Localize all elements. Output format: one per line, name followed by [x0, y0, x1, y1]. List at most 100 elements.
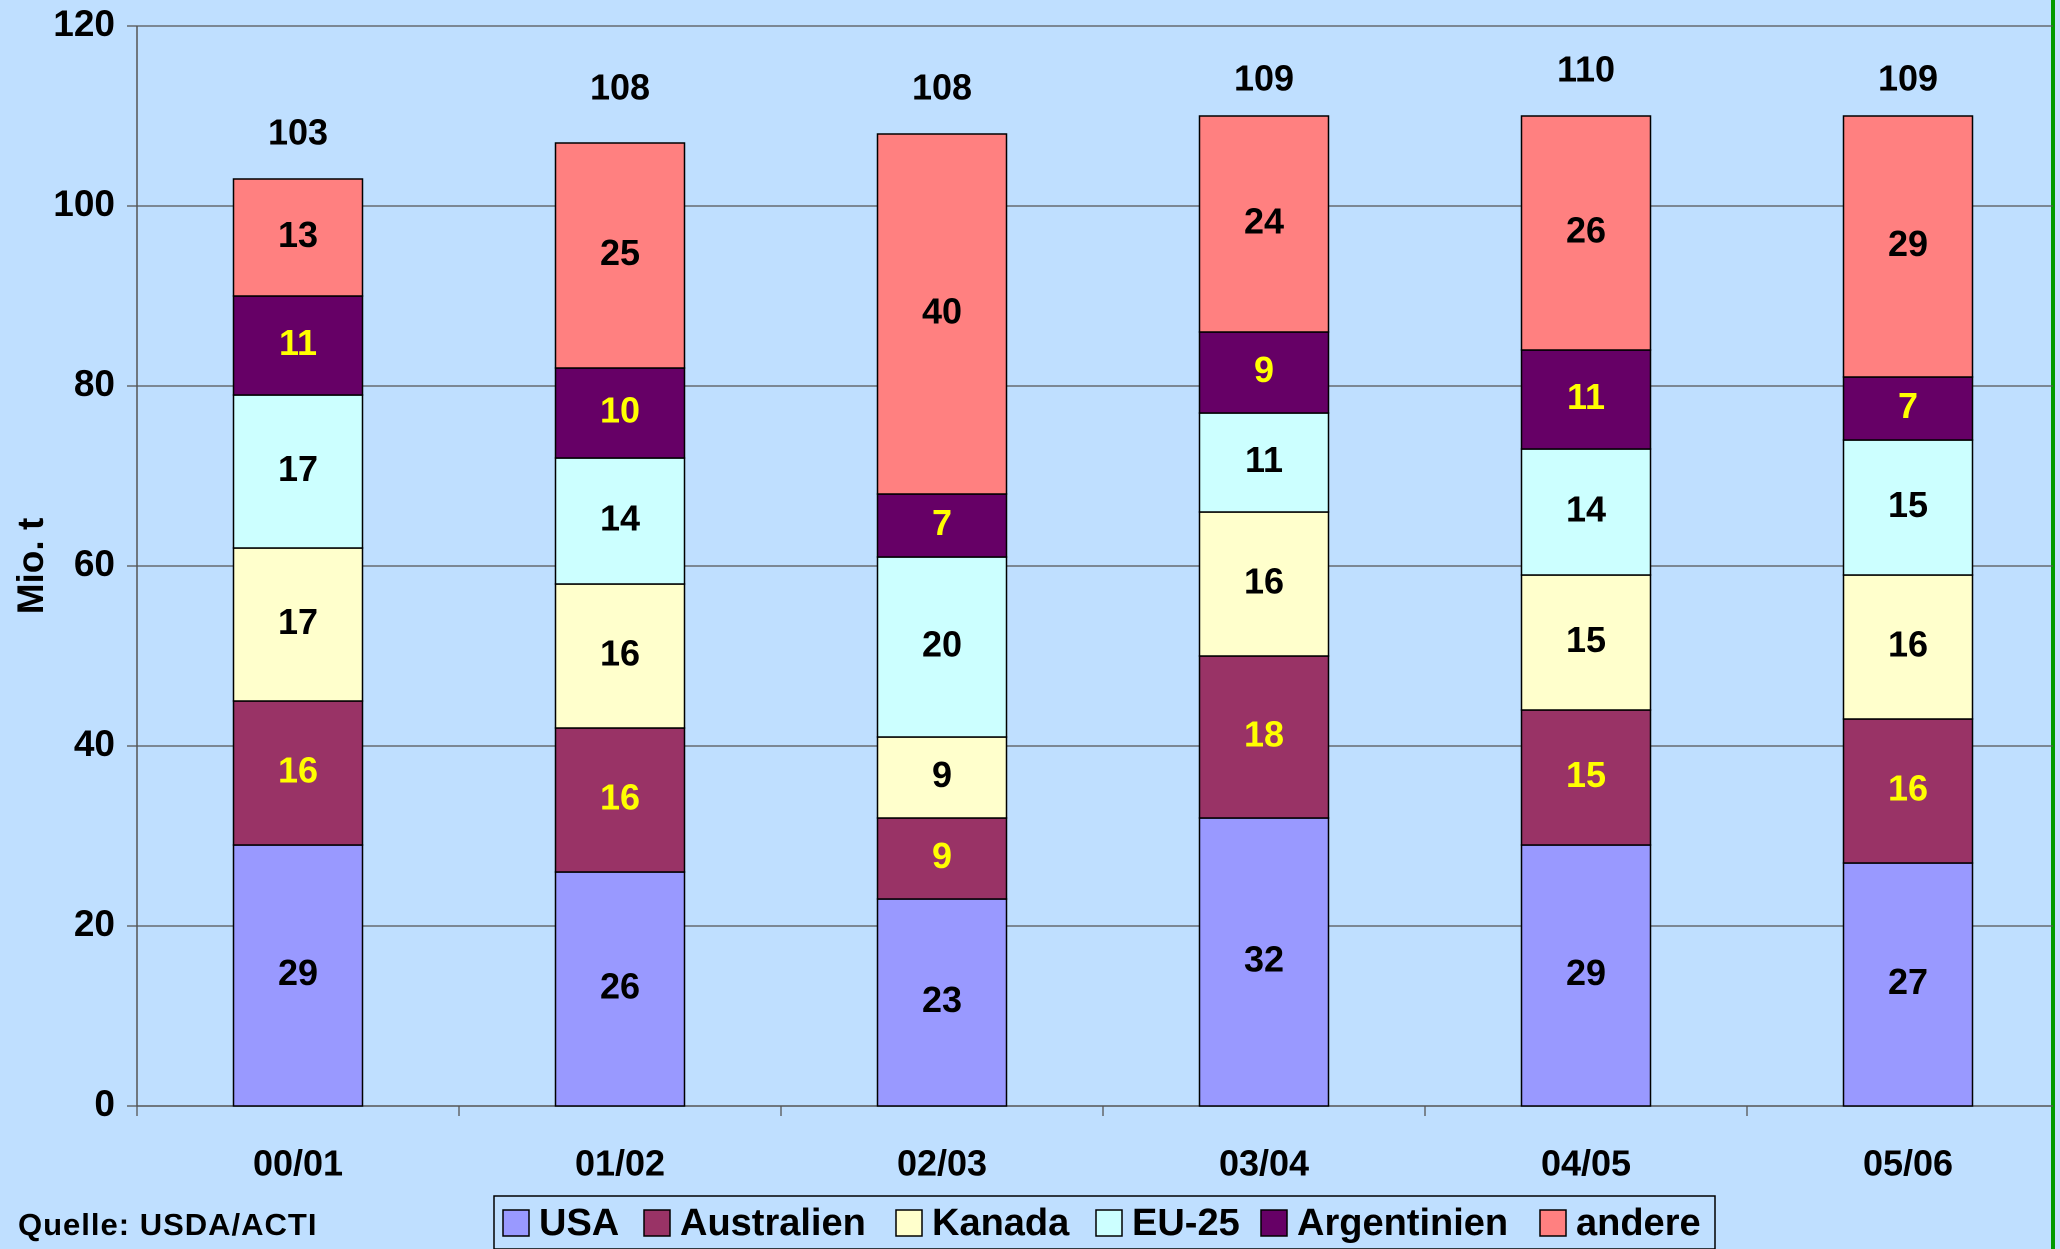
- bar-segment: [876, 133, 1008, 495]
- bar-segment: [232, 394, 364, 549]
- legend-swatch: [643, 1209, 671, 1237]
- total-label: 109: [1878, 58, 1938, 99]
- bar-segment: [1198, 655, 1330, 819]
- data-label: 13: [278, 214, 318, 255]
- bar-segment: [554, 367, 686, 459]
- bar-segment: [554, 457, 686, 585]
- x-tick-label: 05/06: [1863, 1143, 1953, 1184]
- legend-swatch: [1539, 1209, 1567, 1237]
- data-label: 25: [600, 232, 640, 273]
- bar-segment: [876, 736, 1008, 819]
- bar-segment: [1842, 862, 1974, 1107]
- data-label: 29: [1888, 223, 1928, 264]
- data-label: 14: [1566, 489, 1606, 530]
- bar-segment: [232, 178, 364, 297]
- legend-label: Kanada: [932, 1202, 1070, 1244]
- data-label: 14: [600, 498, 640, 539]
- data-label: 9: [1254, 349, 1274, 390]
- bar-segment: [1842, 115, 1974, 378]
- legend-swatch: [502, 1209, 530, 1237]
- bar-segment: [232, 700, 364, 846]
- data-label: 24: [1244, 201, 1284, 242]
- bar-segment: [1198, 331, 1330, 414]
- bar-segment: [1520, 115, 1652, 351]
- x-tick-label: 00/01: [253, 1143, 343, 1184]
- y-tick-label: 40: [74, 723, 115, 764]
- bar-segment: [1842, 376, 1974, 441]
- bar-segment: [554, 142, 686, 369]
- bar-segment: [1842, 718, 1974, 864]
- data-label: 16: [1888, 624, 1928, 665]
- bar-segment: [876, 817, 1008, 900]
- x-tick-label: 03/04: [1219, 1143, 1309, 1184]
- bar-segment: [1198, 412, 1330, 513]
- data-label: 29: [1566, 952, 1606, 993]
- data-label: 18: [1244, 714, 1284, 755]
- data-label: 32: [1244, 939, 1284, 980]
- data-label: 15: [1566, 619, 1606, 660]
- data-label: 26: [600, 966, 640, 1007]
- bar-segment: [1520, 574, 1652, 711]
- total-label: 108: [912, 67, 972, 108]
- data-label: 16: [600, 633, 640, 674]
- data-label: 16: [600, 777, 640, 818]
- y-tick-label: 100: [53, 183, 115, 224]
- bar-segment: [1520, 349, 1652, 450]
- bar-segment: [554, 871, 686, 1107]
- legend-swatch: [1095, 1209, 1123, 1237]
- x-tick-label: 01/02: [575, 1143, 665, 1184]
- legend-swatch: [1260, 1209, 1288, 1237]
- data-label: 16: [1244, 561, 1284, 602]
- x-tick-label: 04/05: [1541, 1143, 1631, 1184]
- legend-label: andere: [1576, 1202, 1701, 1244]
- total-label: 103: [268, 112, 328, 153]
- y-axis-label: Mio. t: [10, 518, 51, 615]
- data-label: 11: [1567, 376, 1605, 417]
- legend-label: USA: [539, 1202, 619, 1244]
- data-label: 9: [932, 754, 952, 795]
- data-label: 15: [1888, 484, 1928, 525]
- data-label: 29: [278, 952, 318, 993]
- data-label: 16: [278, 750, 318, 791]
- total-label: 109: [1234, 58, 1294, 99]
- y-tick-label: 120: [53, 3, 115, 44]
- bar-segment: [1842, 439, 1974, 576]
- y-tick-label: 20: [74, 903, 115, 944]
- bar-segment: [232, 844, 364, 1107]
- data-label: 26: [1566, 210, 1606, 251]
- data-label: 11: [279, 322, 317, 363]
- bar-segment: [232, 547, 364, 702]
- data-label: 16: [1888, 768, 1928, 809]
- legend-label: EU-25: [1132, 1202, 1240, 1244]
- bar-segment: [1520, 448, 1652, 576]
- legend-swatch: [895, 1209, 923, 1237]
- bar-segment: [1520, 709, 1652, 846]
- y-tick-label: 80: [74, 363, 115, 404]
- bar-segment: [232, 295, 364, 396]
- source: Quelle: USDA/ACTI: [18, 1207, 317, 1242]
- total-label: 110: [1557, 49, 1615, 90]
- data-label: 20: [922, 624, 962, 665]
- bar-segment: [1198, 115, 1330, 333]
- data-label: 7: [932, 502, 952, 543]
- data-label: 17: [278, 601, 318, 642]
- data-label: 9: [932, 835, 952, 876]
- bar-segment: [876, 898, 1008, 1107]
- bar-segment: [554, 583, 686, 729]
- data-label: 7: [1898, 385, 1918, 426]
- data-label: 11: [1245, 439, 1283, 480]
- data-label: 23: [922, 979, 962, 1020]
- y-tick-label: 60: [74, 543, 115, 584]
- bar-segment: [1198, 817, 1330, 1107]
- legend-label: Australien: [680, 1202, 866, 1244]
- data-label: 27: [1888, 961, 1928, 1002]
- data-label: 40: [922, 291, 962, 332]
- legend-label: Argentinien: [1297, 1202, 1508, 1244]
- data-label: 10: [600, 390, 640, 431]
- data-label: 15: [1566, 754, 1606, 795]
- x-tick-label: 02/03: [897, 1143, 987, 1184]
- bar-segment: [876, 493, 1008, 558]
- bar-segment: [1198, 511, 1330, 657]
- data-label: 17: [278, 448, 318, 489]
